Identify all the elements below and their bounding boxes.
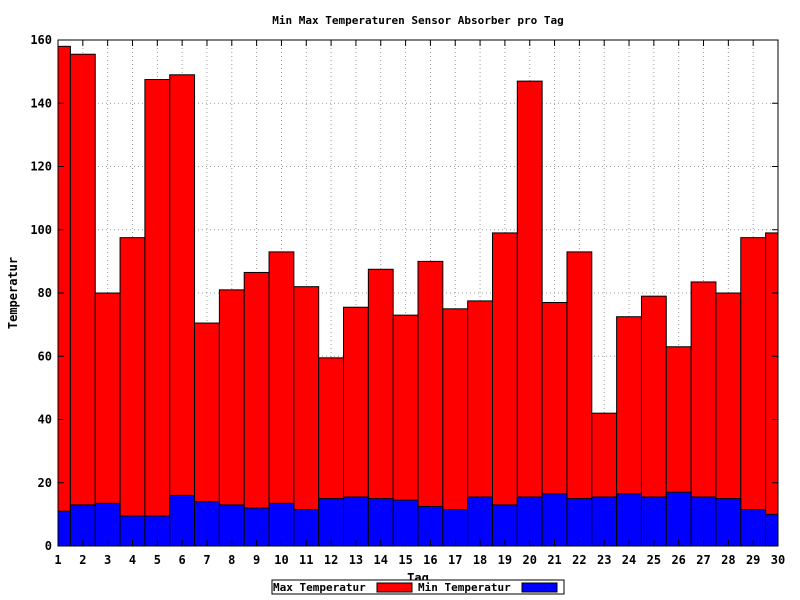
x-tick-label: 28 <box>721 553 735 567</box>
min-bar-2 <box>69 504 96 547</box>
x-tick-label: 26 <box>671 553 685 567</box>
min-bar-9 <box>243 507 270 547</box>
max-bar-9 <box>243 271 270 547</box>
x-tick-label: 22 <box>572 553 586 567</box>
min-bar-16 <box>417 505 444 547</box>
min-bar-4 <box>119 515 146 547</box>
y-tick-label: 20 <box>38 476 52 490</box>
min-bar-19 <box>491 504 518 547</box>
min-bar-30 <box>765 513 779 547</box>
x-tick-label: 14 <box>374 553 388 567</box>
min-temperature-bars <box>57 491 779 547</box>
max-bar-4 <box>119 237 146 547</box>
min-bar-21 <box>541 493 568 547</box>
x-tick-label: 10 <box>274 553 288 567</box>
max-bar-20 <box>516 80 543 547</box>
max-bar-16 <box>417 260 444 547</box>
x-tick-label: 12 <box>324 553 338 567</box>
y-axis-ticks: 0 20 40 60 80 100 120 140 160 <box>30 33 778 553</box>
min-bar-10 <box>268 502 295 547</box>
min-bar-18 <box>467 496 493 547</box>
max-bar-10 <box>268 251 295 547</box>
x-tick-label: 17 <box>448 553 462 567</box>
x-tick-label: 16 <box>423 553 437 567</box>
max-bar-5 <box>144 79 171 547</box>
legend: Max Temperatur Min Temperatur <box>271 579 565 595</box>
min-bar-26 <box>665 491 692 547</box>
y-tick-label: 100 <box>30 223 52 237</box>
x-tick-label: 25 <box>647 553 661 567</box>
max-bar-11 <box>293 286 320 547</box>
min-bar-13 <box>343 496 369 547</box>
x-tick-label: 9 <box>253 553 260 567</box>
min-bar-23 <box>591 496 618 547</box>
x-tick-label: 5 <box>154 553 161 567</box>
x-tick-label: 24 <box>622 553 636 567</box>
y-tick-label: 160 <box>30 33 52 47</box>
x-tick-label: 21 <box>547 553 561 567</box>
x-tick-label: 1 <box>54 553 61 567</box>
min-bar-1 <box>57 510 71 547</box>
min-bar-20 <box>516 496 543 547</box>
x-tick-label: 19 <box>498 553 512 567</box>
min-bar-22 <box>566 498 593 547</box>
x-axis-ticks: 1 2 3 4 5 6 7 8 9 10 11 12 13 14 15 16 17 18 19 20 21 22 23 24 2… <box>54 40 785 567</box>
y-axis-label: Temperatur <box>6 257 20 329</box>
x-tick-label: 20 <box>522 553 536 567</box>
x-tick-label: 11 <box>299 553 313 567</box>
x-tick-label: 7 <box>203 553 210 567</box>
max-bar-8 <box>218 289 245 547</box>
min-bar-14 <box>367 498 394 547</box>
legend-box <box>271 579 565 595</box>
x-tick-label: 15 <box>398 553 412 567</box>
max-bar-17 <box>442 308 469 547</box>
x-tick-label: 2 <box>79 553 86 567</box>
min-bar-12 <box>318 498 345 547</box>
y-tick-label: 120 <box>30 160 52 174</box>
y-tick-label: 0 <box>45 539 52 553</box>
legend-label-min: Min Temperatur <box>418 581 511 594</box>
x-tick-label: 30 <box>771 553 785 567</box>
x-tick-label: 6 <box>179 553 186 567</box>
max-bar-29 <box>740 237 767 547</box>
legend-swatch-min <box>521 582 558 593</box>
legend-swatch-max <box>376 582 413 593</box>
min-bar-15 <box>392 499 419 547</box>
y-tick-label: 140 <box>30 96 52 110</box>
max-bar-1 <box>57 45 71 547</box>
min-bar-3 <box>94 502 121 547</box>
min-bar-25 <box>640 496 667 547</box>
min-bar-7 <box>194 501 220 547</box>
min-bar-8 <box>218 504 245 547</box>
x-tick-label: 4 <box>129 553 136 567</box>
max-bar-19 <box>491 232 518 547</box>
y-tick-label: 40 <box>38 413 52 427</box>
legend-label-max: Max Temperatur <box>273 581 366 594</box>
x-tick-label: 23 <box>597 553 611 567</box>
min-bar-28 <box>715 498 742 547</box>
x-tick-label: 27 <box>696 553 710 567</box>
x-tick-label: 3 <box>104 553 111 567</box>
y-tick-label: 60 <box>38 349 52 363</box>
max-bar-30 <box>765 232 779 547</box>
min-bar-24 <box>616 493 642 547</box>
min-bar-27 <box>690 496 717 547</box>
min-bar-6 <box>169 494 196 547</box>
x-tick-label: 29 <box>746 553 760 567</box>
x-tick-label: 18 <box>473 553 487 567</box>
x-tick-label: 13 <box>349 553 363 567</box>
max-bar-2 <box>69 53 96 547</box>
max-bar-6 <box>169 74 196 547</box>
y-tick-label: 80 <box>38 286 52 300</box>
min-bar-29 <box>740 509 767 547</box>
x-tick-label: 8 <box>228 553 235 567</box>
chart-title: Min Max Temperaturen Sensor Absorber pro… <box>272 14 563 27</box>
